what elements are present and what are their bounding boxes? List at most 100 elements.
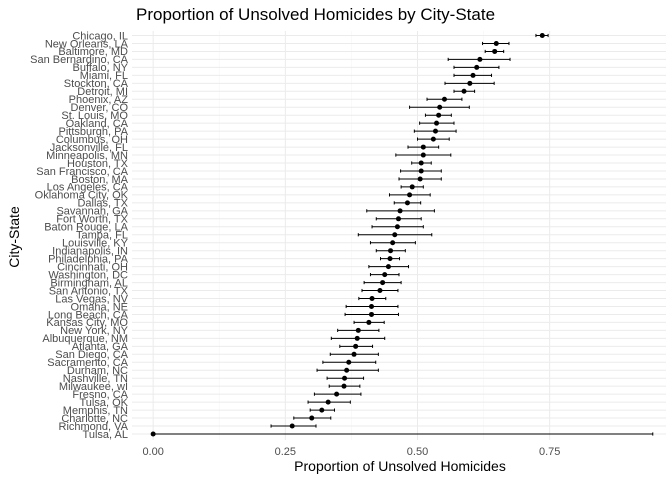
y-tick-label: Los Angeles, CA [47,182,129,194]
y-tick-label: Boston, MA [71,174,129,186]
data-point [351,351,357,357]
data-point [342,375,348,381]
y-tick-label: Washington, DC [48,269,128,281]
y-tick-label: San Diego, CA [55,349,128,361]
y-tick-label: Richmond, VA [59,421,129,433]
y-tick-label: New York, NY [60,325,129,337]
y-tick-label: Tulsa, OK [80,397,129,409]
y-tick-label: San Bernardino, CA [30,54,128,66]
data-point [394,224,400,230]
y-tick-label: Detroit, MI [77,86,128,98]
data-point [420,144,426,150]
y-tick-label: Oakland, CA [66,118,129,130]
data-point [477,56,483,62]
y-tick-label: Indianapolis, IN [52,245,128,257]
data-point [470,72,476,78]
y-tick-label: Houston, TX [67,158,129,170]
points [150,33,545,437]
data-point [493,40,499,46]
y-tick-label: Louisville, KY [62,238,129,250]
data-point [354,335,360,341]
data-point [289,423,295,429]
data-point [461,88,467,94]
data-point [417,176,423,182]
y-tick-label: Baton Rouge, LA [44,222,128,234]
y-tick-label: Albuquerque, NM [42,333,128,345]
y-tick-label: Tulsa, AL [83,429,128,441]
y-tick-label: Buffalo, NY [73,62,129,74]
data-point [353,343,359,349]
data-point [390,240,396,246]
data-point [319,407,325,413]
data-point [377,288,383,294]
y-tick-label: Savannah, GA [56,206,128,218]
x-tick-label: 0.50 [407,446,428,458]
y-tick-label: Baltimore, MD [58,46,128,58]
y-tick-label: St. Louis, MO [61,110,128,122]
error-bar [152,432,654,436]
y-tick-label: Cincinnati, OH [57,261,128,273]
data-point [385,264,391,270]
y-tick-label: Miami, FL [80,70,128,82]
data-point [407,192,413,198]
y-tick-label: Las Vegas, NV [55,293,128,305]
data-point [436,112,442,118]
y-tick-label: Tampa, FL [76,230,128,242]
y-tick-label: Nashville, TN [63,373,128,385]
data-point [325,399,331,405]
data-point [344,367,350,373]
data-point [387,256,393,262]
data-point [388,248,394,254]
chart-title: Proportion of Unsolved Homicides by City… [136,5,495,24]
data-point [150,431,156,437]
y-tick-label: Sacramento, CA [47,357,128,369]
data-point [355,327,361,333]
data-point [474,64,480,70]
data-point [437,104,443,110]
y-tick-label: Long Beach, CA [48,309,129,321]
data-point [395,216,401,222]
x-axis-title: Proportion of Unsolved Homicides [294,458,506,474]
grid [132,31,666,440]
data-point [467,80,473,86]
data-point [382,272,388,278]
data-point [418,160,424,166]
data-point [441,96,447,102]
y-tick-label: Birmingham, AL [50,277,128,289]
data-point [409,184,415,190]
y-tick-label: Philadelphia, PA [48,253,129,265]
y-tick-label: Jacksonville, FL [50,142,128,154]
data-point [492,48,498,54]
y-tick-label: Milwaukee, wI [59,381,128,393]
data-point [432,128,438,134]
data-point [334,391,340,397]
y-tick-label: Kansas City, MO [46,317,128,329]
y-tick-label: Fresno, CA [72,389,128,401]
y-tick-label: Memphis, TN [63,405,128,417]
data-point [539,33,545,38]
y-tick-label: San Antonio, TX [49,285,129,297]
y-tick-label: Minneapolis, MN [46,150,128,162]
data-point [366,319,372,325]
data-point [369,296,375,302]
data-point [369,311,375,317]
data-point [380,280,386,286]
y-tick-label: Columbus, OH [56,134,128,146]
data-point [418,168,424,174]
y-tick-label: Pittsburgh, PA [59,126,129,138]
y-tick-label: Dallas, TX [77,198,128,210]
y-tick-label: Oklahoma City, OK [35,190,129,202]
data-point [369,303,375,309]
y-tick-label: San Francisco, CA [36,166,128,178]
y-tick-label: Stockton, CA [64,78,129,90]
data-point [346,359,352,365]
y-tick-label: Atlanta, GA [72,341,129,353]
y-tick-label: Durham, NC [67,365,128,377]
y-axis-title: City-State [6,206,22,268]
data-point [397,208,403,214]
y-tick-label: Denver, CO [71,102,129,114]
y-tick-label: Charlotte, NC [61,413,128,425]
x-tick-label: 0.00 [142,446,163,458]
